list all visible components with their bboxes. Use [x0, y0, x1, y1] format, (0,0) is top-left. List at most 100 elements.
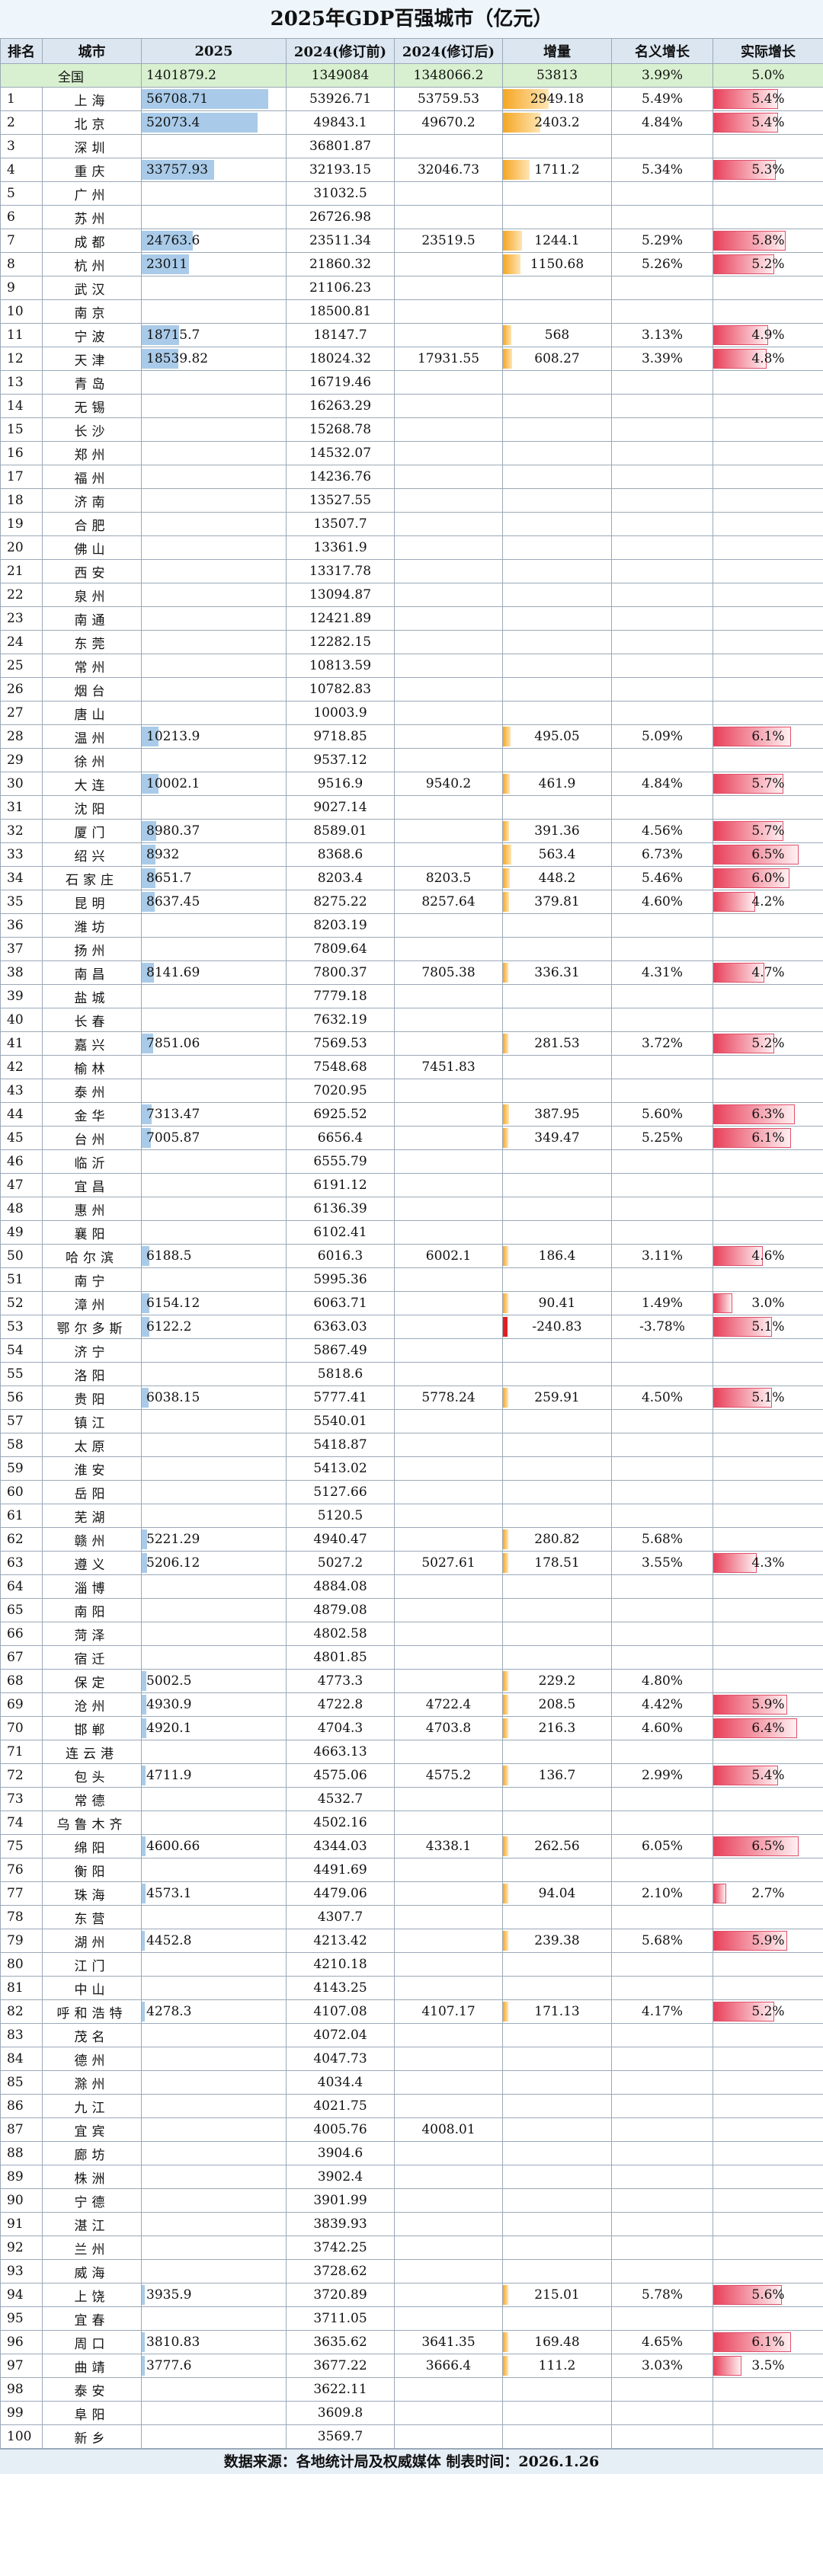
- value-2025-cell: [141, 1622, 287, 1646]
- city-cell-text: 成都: [74, 235, 110, 251]
- value-2024-pre-cell: 4143.25: [286, 1976, 395, 2000]
- nominal-cell: 3.55%: [611, 1551, 713, 1575]
- city-cell-text: 宜宾: [74, 2124, 110, 2140]
- increase-cell: 336.31: [502, 960, 612, 985]
- city-cell: 金华: [42, 1102, 142, 1127]
- value-2025-cell: [141, 1362, 287, 1386]
- table-row: 17 福州 14236.76: [0, 465, 823, 489]
- value-2024-pre-cell: 4502.16: [286, 1811, 395, 1835]
- value-2024-post-cell-text: 32046.73: [417, 162, 480, 177]
- increase-cell: [502, 1858, 612, 1882]
- value-2024-pre-cell: 14236.76: [286, 465, 395, 489]
- value-2024-pre-cell-text: 8203.19: [313, 918, 367, 933]
- city-cell-text: 郑州: [74, 447, 110, 463]
- rank-cell: 79: [0, 1929, 43, 1953]
- increase-cell: [502, 1409, 612, 1433]
- value-2024-pre-cell: 31032.5: [286, 181, 395, 206]
- value-2024-pre-cell-text: 4575.06: [313, 1768, 367, 1783]
- value-2024-pre-cell: 8203.4: [286, 866, 395, 890]
- value-2024-post-cell: [394, 1622, 503, 1646]
- city-cell: 南京: [42, 299, 142, 324]
- value-2025-cell: [141, 701, 287, 725]
- increase-cell: 259.91: [502, 1385, 612, 1410]
- value-2025-cell: [141, 299, 287, 324]
- real-growth-cell: [713, 2117, 823, 2142]
- rank-cell-text: 38: [7, 965, 24, 980]
- city-cell: 芜湖: [42, 1504, 142, 1528]
- value-2024-pre-cell: 4107.08: [286, 1999, 395, 2024]
- table-row: 87 宜宾 4005.76 4008.01: [0, 2117, 823, 2142]
- value-2024-pre-cell-text: 21106.23: [309, 280, 372, 296]
- value-2024-pre-cell-text: 4722.8: [317, 1697, 363, 1712]
- city-cell-text: 徐州: [74, 754, 110, 770]
- value-2025-cell: [141, 370, 287, 395]
- value-2024-post-cell: [394, 1645, 503, 1670]
- nominal-cell: [611, 370, 713, 395]
- value-2025-cell-text: 10002.1: [146, 776, 200, 791]
- rank-cell: 21: [0, 559, 43, 583]
- header-2024-post: 2024(修订后): [394, 38, 503, 64]
- value-2024-post-cell: [394, 417, 503, 442]
- city-cell: 重庆: [42, 158, 142, 182]
- city-cell-text: 绵阳: [74, 1840, 110, 1856]
- value-2024-pre-cell-text: 4072.04: [313, 2028, 367, 2043]
- nominal-cell: [611, 2236, 713, 2260]
- table-row: 21 西安 13317.78: [0, 559, 823, 583]
- increase-bar: [503, 325, 512, 345]
- value-2025-cell-text: 4573.1: [146, 1886, 192, 1901]
- value-2024-pre-cell: 4210.18: [286, 1952, 395, 1977]
- value-2024-pre-cell: 15268.78: [286, 417, 395, 442]
- rank-cell: 34: [0, 866, 43, 890]
- city-cell: 深圳: [42, 134, 142, 158]
- city-cell: 石家庄: [42, 866, 142, 890]
- value-2025-bar: [142, 1671, 147, 1691]
- value-2025-bar: [142, 1695, 146, 1715]
- increase-cell: [502, 1362, 612, 1386]
- value-2025-cell: [141, 2117, 287, 2142]
- table-row: 12 天津 18539.82 18024.32 17931.55 608.27 3.39% 4…: [0, 347, 823, 371]
- city-cell-text: 连云港: [66, 1746, 118, 1762]
- header-row: 排名 城市 2025 2024(修订前) 2024(修订后) 增量 名义增长 实…: [0, 38, 823, 64]
- value-2025-cell: [141, 984, 287, 1008]
- nominal-cell: [611, 2306, 713, 2331]
- nominal-cell: [611, 654, 713, 678]
- nominal-cell-text: 3.03%: [641, 2358, 683, 2373]
- rank-cell: 95: [0, 2306, 43, 2331]
- real-growth-bar: [713, 89, 778, 109]
- rank-cell: 53: [0, 1315, 43, 1339]
- increase-cell: [502, 1811, 612, 1835]
- rank-cell: 54: [0, 1338, 43, 1363]
- table-row: 5 广州 31032.5: [0, 181, 823, 206]
- value-2024-pre-cell: 13507.7: [286, 512, 395, 536]
- value-2025-cell-text: 4920.1: [146, 1721, 192, 1736]
- rank-cell-text: 62: [7, 1532, 24, 1547]
- real-growth-cell: [713, 1433, 823, 1457]
- city-cell: 泰州: [42, 1079, 142, 1103]
- real-growth-cell: [713, 394, 823, 418]
- table-row: 98 泰安 3622.11: [0, 2377, 823, 2402]
- city-cell: 大连: [42, 772, 142, 796]
- value-2024-pre-cell-text: 12282.15: [309, 634, 372, 650]
- value-2025-cell-text: 3777.6: [146, 2358, 192, 2373]
- table-row: 69 沧州 4930.9 4722.8 4722.4 208.5 4.42% 5.9%: [0, 1692, 823, 1717]
- real-growth-cell: [713, 583, 823, 607]
- total-real: 5.0%: [713, 63, 823, 88]
- real-growth-cell: [713, 1055, 823, 1079]
- rank-cell: 55: [0, 1362, 43, 1386]
- increase-cell: [502, 299, 612, 324]
- value-2024-post-cell-text: 49670.2: [421, 115, 476, 130]
- value-2024-post-cell: [394, 512, 503, 536]
- rank-cell: 1: [0, 87, 43, 111]
- city-cell-text: 扬州: [74, 943, 110, 959]
- nominal-cell: [611, 1409, 713, 1433]
- value-2025-cell-text: 7313.47: [146, 1107, 200, 1122]
- nominal-cell: [611, 1008, 713, 1032]
- city-cell: 德州: [42, 2047, 142, 2071]
- table-row: 31 沈阳 9027.14: [0, 795, 823, 820]
- value-2024-post-cell: [394, 1787, 503, 1811]
- value-2024-pre-cell: 10003.9: [286, 701, 395, 725]
- header-nominal: 名义增长: [611, 38, 713, 64]
- value-2024-post-cell: [394, 1315, 503, 1339]
- real-growth-cell: 5.4%: [713, 87, 823, 111]
- increase-cell: 239.38: [502, 1929, 612, 1953]
